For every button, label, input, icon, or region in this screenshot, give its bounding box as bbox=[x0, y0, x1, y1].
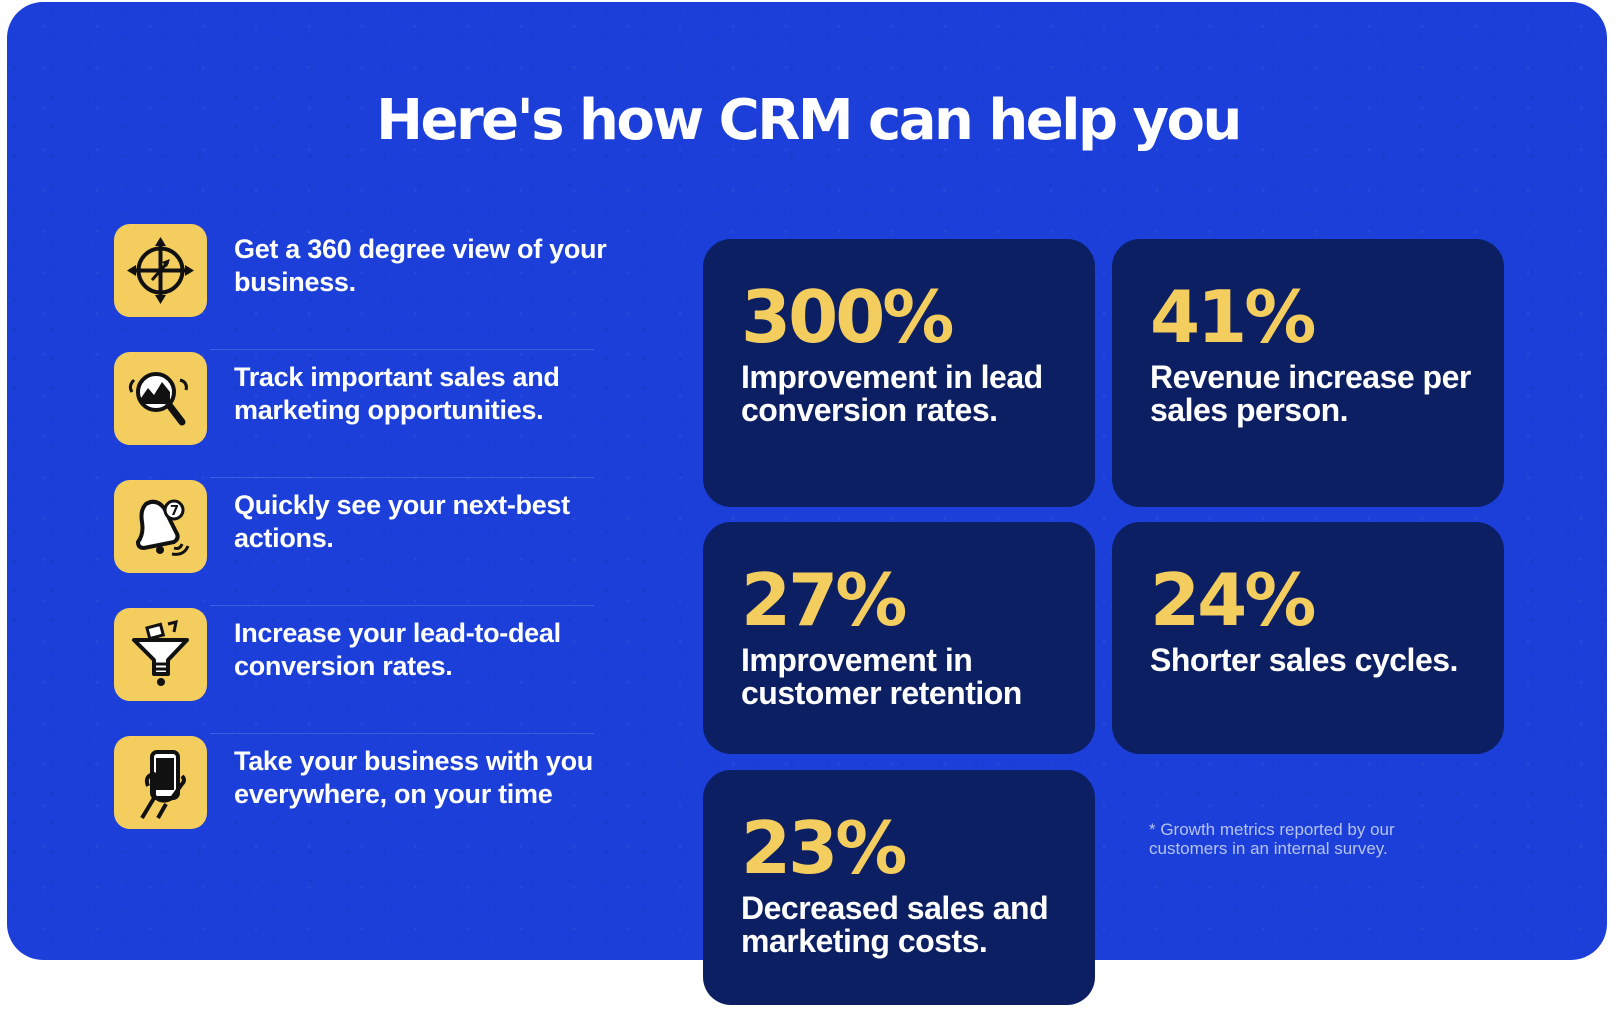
feature-text: Take your business with you everywhere, … bbox=[234, 746, 593, 809]
bell-notification-icon: 7 bbox=[114, 480, 207, 573]
stat-value: 300% bbox=[741, 275, 954, 359]
stat-value: 24% bbox=[1150, 558, 1316, 642]
mobile-phone-hand-icon bbox=[114, 736, 207, 829]
stat-card: 24% Shorter sales cycles. bbox=[1112, 522, 1504, 754]
stat-card: 27% Improvement in customer retention bbox=[703, 522, 1095, 754]
feature-text: Quickly see your next-best actions. bbox=[234, 490, 570, 553]
stat-description: Shorter sales cycles. bbox=[1150, 642, 1458, 678]
stat-description: Improvement in lead conversion rates. bbox=[741, 359, 1043, 428]
feature-text: Track important sales and marketing oppo… bbox=[234, 362, 560, 425]
stat-value: 23% bbox=[741, 806, 907, 890]
stat-card: 41% Revenue increase per sales person. bbox=[1112, 239, 1504, 507]
feature-item: Take your business with you everywhere, … bbox=[114, 733, 594, 862]
feature-item: 7 Quickly see your next-best actions. bbox=[114, 477, 594, 606]
feature-text: Get a 360 degree view of your business. bbox=[234, 234, 607, 297]
stat-description: Decreased sales and marketing costs. bbox=[741, 890, 1049, 959]
feature-item: Increase your lead-to-deal conversion ra… bbox=[114, 605, 594, 734]
stat-value: 41% bbox=[1150, 275, 1316, 359]
funnel-icon bbox=[114, 608, 207, 701]
feature-list: Get a 360 degree view of your business. … bbox=[114, 222, 607, 862]
stat-description: Revenue increase per sales person. bbox=[1150, 359, 1471, 428]
stat-value: 27% bbox=[741, 558, 907, 642]
compass-target-icon bbox=[114, 224, 207, 317]
page-title: Here's how CRM can help you bbox=[376, 88, 1242, 153]
footnote: * Growth metrics reported by our custome… bbox=[1149, 820, 1395, 858]
feature-item: Track important sales and marketing oppo… bbox=[114, 349, 594, 478]
svg-text:7: 7 bbox=[170, 504, 179, 519]
feature-text: Increase your lead-to-deal conversion ra… bbox=[234, 618, 561, 681]
magnifier-chart-icon bbox=[114, 352, 207, 445]
stat-card: 300% Improvement in lead conversion rate… bbox=[703, 239, 1095, 507]
feature-item: Get a 360 degree view of your business. bbox=[114, 222, 607, 350]
stat-description: Improvement in customer retention bbox=[741, 642, 1022, 711]
stat-card: 23% Decreased sales and marketing costs. bbox=[703, 770, 1095, 1005]
